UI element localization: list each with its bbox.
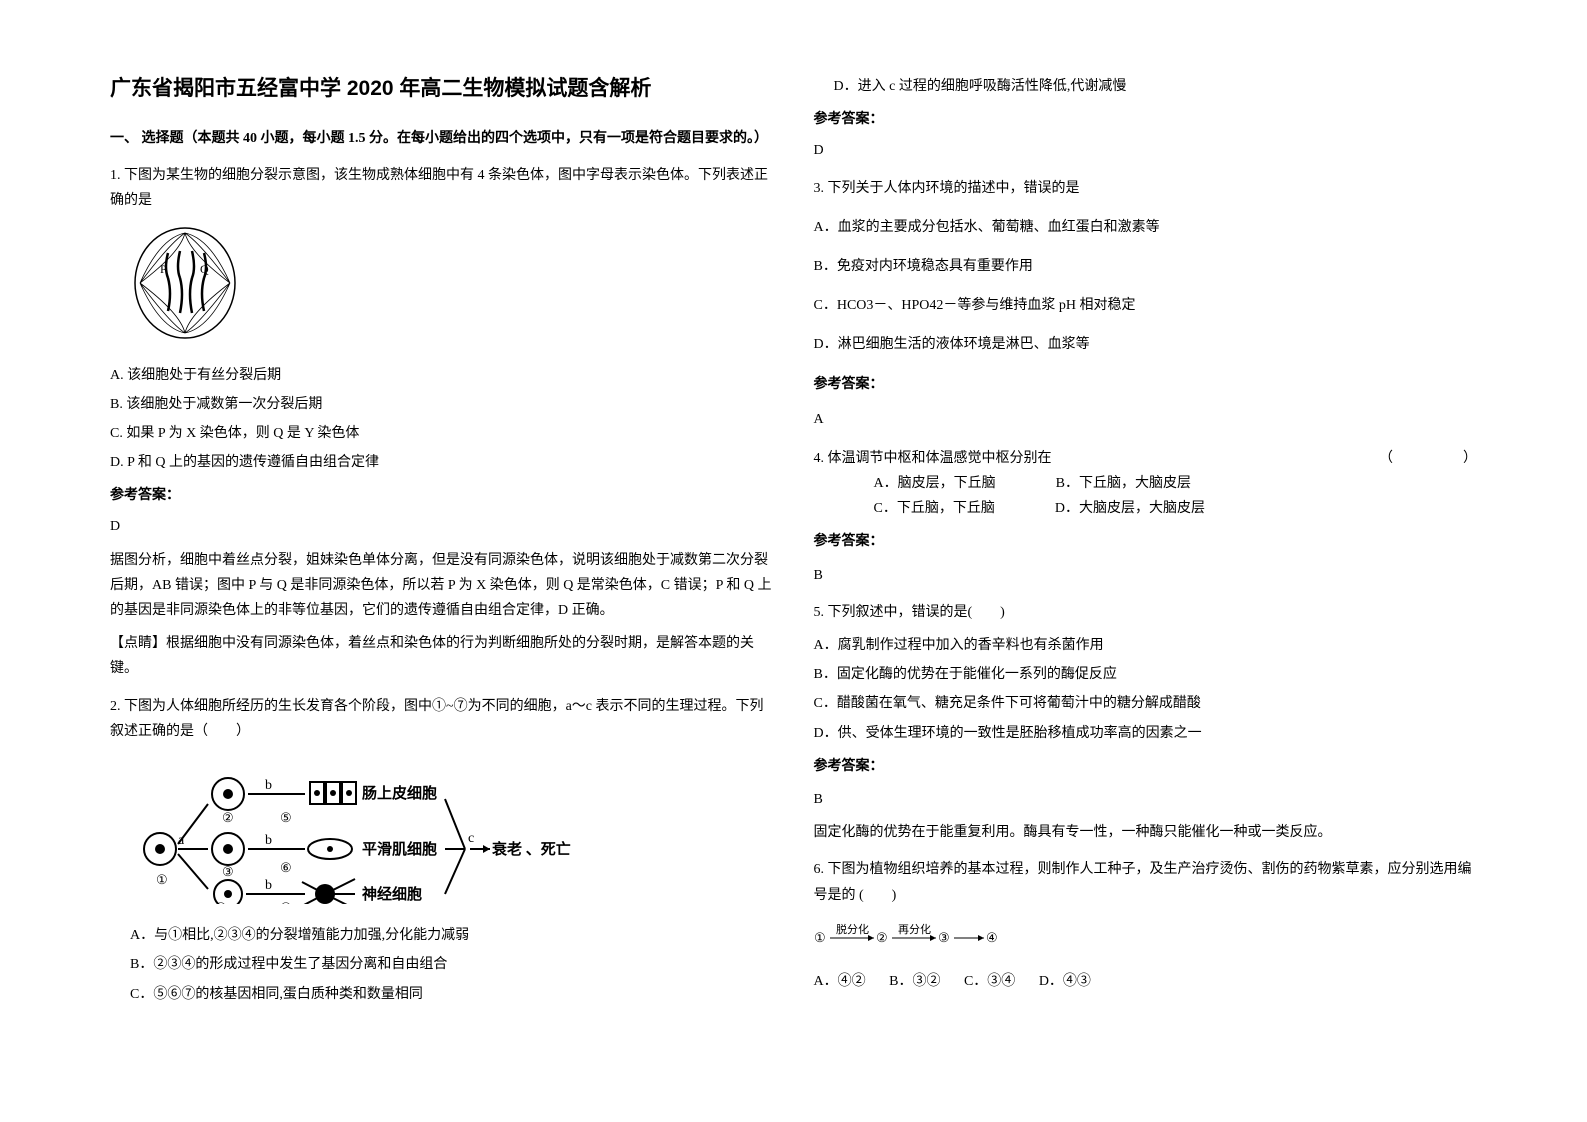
q5-optC: C．醋酸菌在氧气、糖充足条件下可将葡萄汁中的糖分解成醋酸 — [814, 691, 1478, 716]
q2-optB: B．②③④的形成过程中发生了基因分离和自由组合 — [110, 952, 774, 977]
svg-text:c: c — [468, 831, 474, 846]
q4-optA: A．脑皮层，下丘脑 — [874, 471, 996, 496]
q4-stem: 4. 体温调节中枢和体温感觉中枢分别在 — [814, 446, 1052, 471]
q4-stem-row: 4. 体温调节中枢和体温感觉中枢分别在 （ ） — [814, 446, 1478, 471]
q1-stem: 1. 下图为某生物的细胞分裂示意图，该生物成熟体细胞中有 4 条染色体，图中字母… — [110, 163, 774, 213]
q5-optB: B．固定化酶的优势在于能催化一系列的酶促反应 — [814, 662, 1478, 687]
svg-text:⑤: ⑤ — [280, 810, 292, 825]
q6-optA: A．④② — [814, 974, 866, 989]
svg-text:平滑肌细胞: 平滑肌细胞 — [362, 840, 437, 858]
q1-optB: B. 该细胞处于减数第一次分裂后期 — [110, 392, 774, 417]
q3-optD: D．淋巴细胞生活的液体环境是淋巴、血浆等 — [814, 332, 1478, 357]
svg-text:再分化: 再分化 — [898, 922, 931, 936]
svg-text:Q: Q — [200, 262, 209, 276]
q2-figure: ① a ② ③ ④ ④ b b b ⑤ ⑥ ⑦ 肠上皮细胞 平滑肌细胞 神经细 — [130, 754, 774, 913]
q1-explain2: 【点睛】根据细胞中没有同源染色体，着丝点和染色体的行为判断细胞所处的分裂时期，是… — [110, 631, 774, 681]
q2-optC: C．⑤⑥⑦的核基因相同,蛋白质种类和数量相同 — [110, 982, 774, 1007]
svg-text:③: ③ — [938, 930, 950, 945]
svg-text:衰老 、死亡: 衰老 、死亡 — [491, 840, 571, 858]
q3-answer: A — [814, 407, 1478, 432]
q2-stem: 2. 下图为人体细胞所经历的生长发育各个阶段，图中①~⑦为不同的细胞，a～c 表… — [110, 694, 774, 744]
q5-optA: A．腐乳制作过程中加入的香辛料也有杀菌作用 — [814, 633, 1478, 658]
q1-optA: A. 该细胞处于有丝分裂后期 — [110, 363, 774, 388]
q6-flow: ① 脱分化 ② 再分化 ③ ④ — [814, 920, 1478, 957]
q4-opts-row2: C．下丘脑，下丘脑 D．大脑皮层，大脑皮层 — [814, 496, 1478, 521]
q4-optC: C．下丘脑，下丘脑 — [874, 496, 995, 521]
q1-optC: C. 如果 P 为 X 染色体，则 Q 是 Y 染色体 — [110, 421, 774, 446]
q2-answer-label: 参考答案： — [814, 107, 1478, 132]
section-header: 一、 选择题（本题共 40 小题，每小题 1.5 分。在每小题给出的四个选项中，… — [110, 126, 774, 151]
q1-answer-label: 参考答案： — [110, 483, 774, 508]
q4-answer: B — [814, 563, 1478, 588]
q6-choices: A．④② B．③② C．③④ D．④③ — [814, 969, 1478, 994]
q5-optD: D．供、受体生理环境的一致性是胚胎移植成功率高的因素之一 — [814, 721, 1478, 746]
svg-text:③: ③ — [222, 864, 234, 879]
q1-explain1: 据图分析，细胞中着丝点分裂，姐妹染色单体分离，但是没有同源染色体，说明该细胞处于… — [110, 548, 774, 624]
q6-optD: D．④③ — [1039, 974, 1091, 989]
q6-optB: B．③② — [889, 974, 940, 989]
q4-optD: D．大脑皮层，大脑皮层 — [1055, 496, 1205, 521]
q3-stem: 3. 下列关于人体内环境的描述中，错误的是 — [814, 176, 1478, 201]
svg-text:b: b — [265, 878, 272, 893]
svg-text:b: b — [265, 833, 272, 848]
svg-text:⑦: ⑦ — [280, 900, 292, 904]
svg-text:①: ① — [156, 872, 168, 887]
svg-text:肠上皮细胞: 肠上皮细胞 — [362, 784, 437, 802]
right-column: D．进入 c 过程的细胞呼吸酶活性降低,代谢减慢 参考答案： D 3. 下列关于… — [794, 70, 1498, 1082]
svg-text:④: ④ — [986, 930, 998, 945]
q4-opts-row1: A．脑皮层，下丘脑 B．下丘脑，大脑皮层 — [814, 471, 1478, 496]
svg-text:脱分化: 脱分化 — [836, 922, 869, 936]
q6-optC: C．③④ — [964, 974, 1015, 989]
page-title: 广东省揭阳市五经富中学 2020 年高二生物模拟试题含解析 — [110, 70, 774, 108]
q3-optC: C．HCO3－、HPO42－等参与维持血浆 pH 相对稳定 — [814, 293, 1478, 318]
q4-paren: （ ） — [1379, 446, 1477, 471]
q5-answer-label: 参考答案： — [814, 754, 1478, 779]
q2-answer: D — [814, 138, 1478, 163]
svg-text:④: ④ — [215, 900, 227, 904]
q2-optA: A．与①相比,②③④的分裂增殖能力加强,分化能力减弱 — [110, 923, 774, 948]
svg-text:①: ① — [814, 930, 826, 945]
q5-explain: 固定化酶的优势在于能重复利用。酶具有专一性，一种酶只能催化一种或一类反应。 — [814, 820, 1478, 845]
q5-answer: B — [814, 787, 1478, 812]
q3-answer-label: 参考答案： — [814, 372, 1478, 397]
q1-optD: D. P 和 Q 上的基因的遗传遵循自由组合定律 — [110, 450, 774, 475]
svg-text:神经细胞: 神经细胞 — [362, 885, 422, 903]
q1-answer: D — [110, 514, 774, 539]
q3-optB: B．免疫对内环境稳态具有重要作用 — [814, 254, 1478, 279]
q5-stem: 5. 下列叙述中，错误的是( ) — [814, 600, 1478, 625]
svg-text:P: P — [160, 262, 167, 276]
q2-optD: D．进入 c 过程的细胞呼吸酶活性降低,代谢减慢 — [814, 74, 1478, 99]
svg-text:②: ② — [876, 930, 888, 945]
q6-stem: 6. 下图为植物组织培养的基本过程，则制作人工种子，及生产治疗烫伤、割伤的药物紫… — [814, 857, 1478, 907]
svg-text:⑥: ⑥ — [280, 860, 292, 875]
q1-figure: P Q — [130, 223, 774, 352]
q4-optB: B．下丘脑，大脑皮层 — [1056, 471, 1191, 496]
q4-answer-label: 参考答案： — [814, 529, 1478, 554]
svg-text:②: ② — [222, 810, 234, 825]
left-column: 广东省揭阳市五经富中学 2020 年高二生物模拟试题含解析 一、 选择题（本题共… — [90, 70, 794, 1082]
q3-optA: A．血浆的主要成分包括水、葡萄糖、血红蛋白和激素等 — [814, 215, 1478, 240]
svg-text:b: b — [265, 778, 272, 793]
